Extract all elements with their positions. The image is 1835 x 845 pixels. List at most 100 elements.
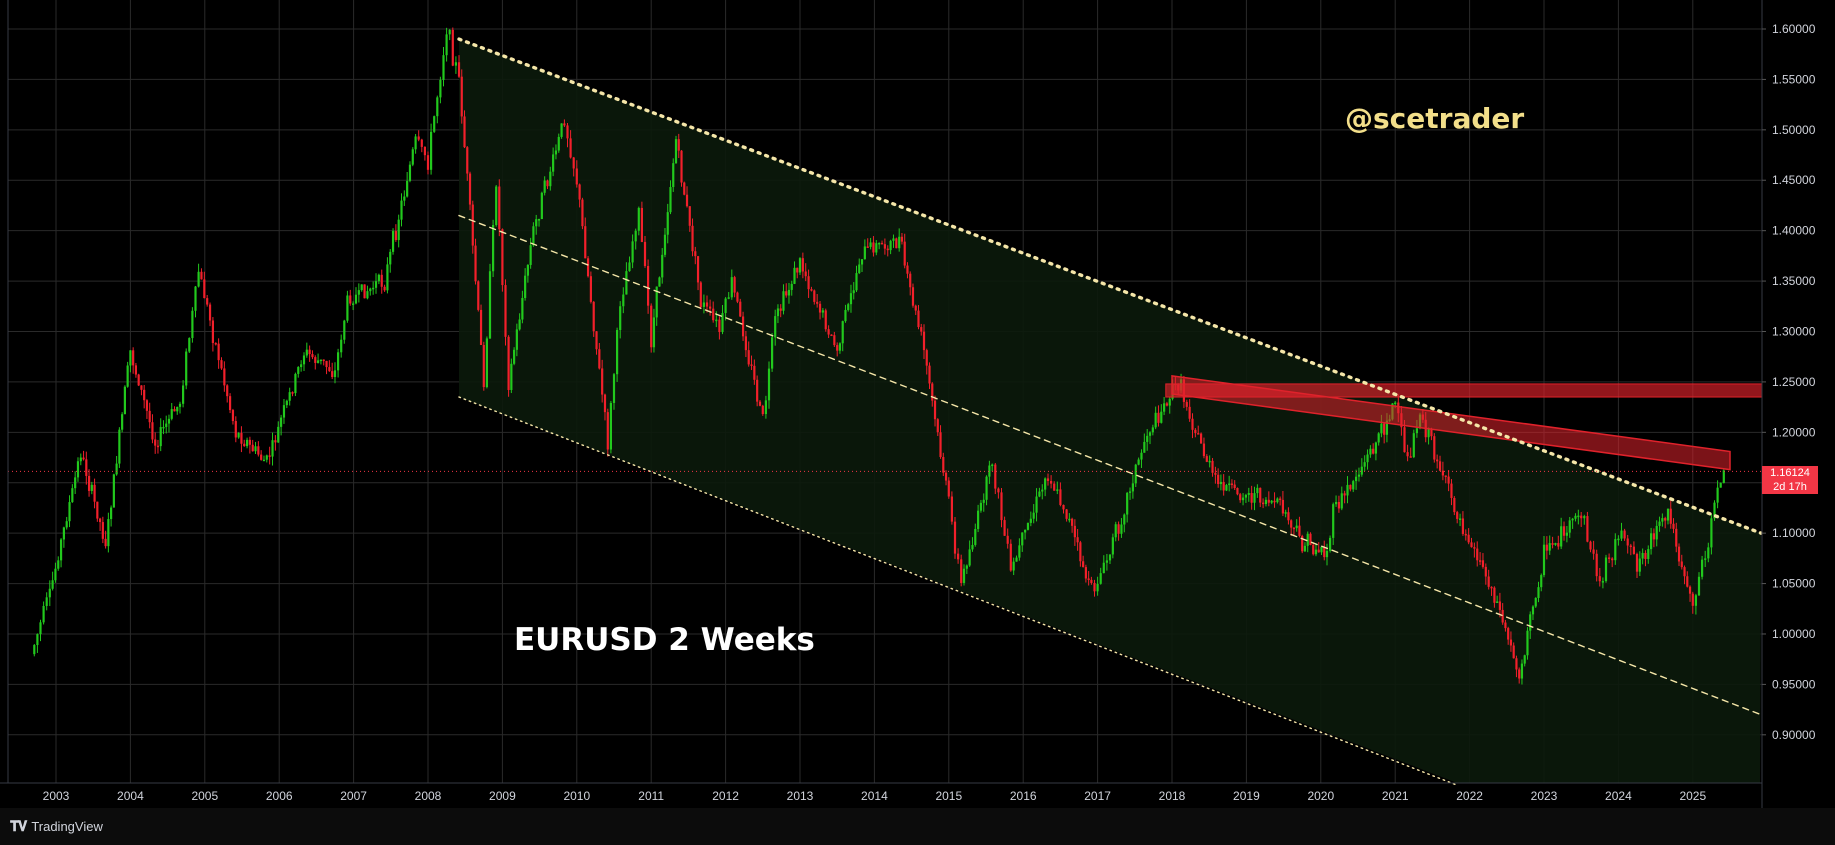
candle-body [640,207,643,242]
candle-body [477,281,480,310]
candle-body [739,301,742,317]
candle-body [132,350,135,366]
candle-body [1325,550,1329,558]
candle-body [349,295,352,304]
candle-body [1044,478,1047,490]
candle-body [1211,460,1214,473]
candle-body [532,226,535,246]
candle-body [869,242,872,247]
candle-body [1214,472,1217,475]
candle-body [121,414,124,430]
candle-body [237,433,240,438]
x-tick-label: 2019 [1233,789,1260,803]
candle-body [950,496,953,522]
x-tick-label: 2017 [1084,789,1111,803]
candle-body [140,385,143,390]
candle-body [352,303,355,305]
candle-body [1295,525,1298,529]
candle-body [616,329,619,375]
candle-body [779,308,782,311]
candle-body [1394,402,1397,405]
x-tick-label: 2014 [861,789,888,803]
candle-body [1592,549,1595,554]
candle-body [1012,561,1015,571]
candle-body [727,297,730,299]
candle-body [1236,488,1239,495]
candle-body [383,286,386,291]
candle-body [518,319,521,330]
candle-body [736,292,739,302]
candle-body [1406,452,1409,457]
candle-body [302,355,306,365]
candle-body [1230,483,1234,485]
candle-body [672,163,675,188]
candle-body [1571,518,1574,521]
candle-body [214,342,217,345]
author-watermark: @scetrader [1345,102,1525,135]
candle-body [282,405,286,418]
candle-body [1093,582,1096,592]
candle-body [979,502,983,511]
candle-body [1332,504,1335,538]
candle-body [39,622,42,635]
candle-body [878,242,881,245]
candle-body [1128,491,1132,493]
candle-body [1493,587,1496,603]
candle-body [479,309,483,346]
candle-body [968,549,971,566]
candle-body [1403,427,1406,453]
candle-body [560,123,563,137]
candle-body [1050,480,1053,484]
candle-body [1059,489,1062,505]
candle-body [1658,521,1661,526]
last-price-tag: 1.16124 2d 17h [1762,466,1818,494]
candle-body [997,488,1000,493]
candle-body [1669,508,1672,524]
candle-body [1120,524,1123,534]
y-tick-label: 1.60000 [1772,22,1816,36]
tradingview-brand[interactable]: 𝐓𝐕 TradingView [10,818,103,835]
candle-body [776,308,780,317]
candle-body [524,275,527,298]
candle-body [1385,420,1389,435]
candle-body [1032,512,1035,519]
candle-body [48,588,51,598]
candle-body [718,319,721,333]
candle-body [1363,462,1366,467]
candle-body [1250,493,1253,503]
x-tick-label: 2025 [1679,789,1706,803]
y-tick-label: 0.90000 [1772,728,1816,742]
candle-body [1458,518,1462,520]
candle-body [68,502,71,522]
candle-body [1366,454,1369,463]
candle-body [1202,443,1206,457]
candle-body [1208,460,1211,463]
candle-body [1306,533,1309,546]
candle-body [1114,524,1117,538]
candle-body [852,290,855,294]
candle-body [1557,543,1560,547]
candle-body [947,480,950,497]
candle-body [1644,552,1647,559]
candle-body [960,559,963,583]
candle-body [366,291,369,299]
candle-body [1614,539,1617,561]
candle-body [337,352,340,371]
candle-body [173,409,176,412]
candle-body [1096,583,1099,592]
candle-body [333,370,337,377]
candle-body [1035,496,1038,513]
candle-body [880,242,884,245]
candle-body [1301,535,1304,552]
candle-body [107,519,110,547]
candle-body [82,457,85,460]
x-tick-label: 2020 [1307,789,1334,803]
candle-body [501,229,504,286]
candle-body [471,204,474,246]
candle-body [1707,547,1710,559]
candle-body [546,180,549,187]
candle-body [1131,483,1134,492]
candle-body [1697,576,1701,596]
candle-body [810,289,813,291]
